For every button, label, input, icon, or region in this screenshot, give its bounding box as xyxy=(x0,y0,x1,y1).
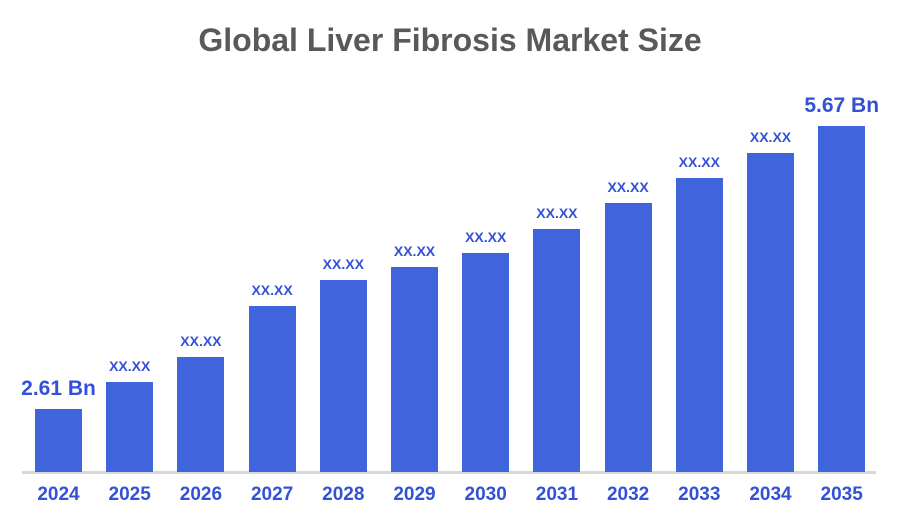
x-axis-tick-label-2027: 2027 xyxy=(250,484,294,505)
bar-2029 xyxy=(391,267,438,472)
x-axis-tick-label-2031: 2031 xyxy=(535,484,579,505)
bar-value-label-2028: XX.XX xyxy=(322,256,364,272)
bar-2034 xyxy=(747,153,794,472)
bar-value-label-2032: XX.XX xyxy=(607,179,649,195)
x-axis-tick-label-2029: 2029 xyxy=(393,484,436,505)
bar-2026 xyxy=(177,357,225,472)
x-axis-tick-label-2025: 2025 xyxy=(108,484,151,505)
bar-2033 xyxy=(675,178,723,472)
x-axis-tick-label-2026: 2026 xyxy=(179,484,223,505)
x-axis-tick-label-2033: 2033 xyxy=(678,484,721,505)
bar-value-label-2030: XX.XX xyxy=(465,229,507,245)
bar-value-label-2034: XX.XX xyxy=(749,129,792,145)
bar-2027 xyxy=(248,306,296,472)
bar-value-label-2031: XX.XX xyxy=(536,205,578,221)
bar-value-label-2025: XX.XX xyxy=(109,358,151,374)
bar-2031 xyxy=(533,229,581,472)
bar-value-label-2035: 5.67 Bn xyxy=(804,94,880,117)
bar-2024 xyxy=(35,409,82,472)
x-axis-tick-label-2028: 2028 xyxy=(322,484,365,505)
x-axis-tick-label-2035: 2035 xyxy=(820,484,863,505)
x-axis-tick-label-2034: 2034 xyxy=(749,484,792,505)
x-axis-tick-label-2032: 2032 xyxy=(606,484,650,505)
bar-value-label-2026: XX.XX xyxy=(180,333,222,349)
bar-value-label-2024: 2.61 Bn xyxy=(21,377,96,400)
x-axis-tick-label-2024: 2024 xyxy=(37,484,80,505)
bar-2032 xyxy=(604,203,652,472)
bar-value-label-2029: XX.XX xyxy=(393,243,436,259)
bar-2030 xyxy=(462,253,510,472)
x-axis-tick-label-2030: 2030 xyxy=(464,484,507,505)
x-axis-line xyxy=(22,471,876,474)
bar-2025 xyxy=(106,382,154,472)
bar-2035 xyxy=(818,126,866,472)
bar-value-label-2033: XX.XX xyxy=(678,154,720,170)
chart-title: Global Liver Fibrosis Market Size xyxy=(198,22,702,58)
bar-2028 xyxy=(319,280,367,472)
bar-value-label-2027: XX.XX xyxy=(251,282,293,298)
